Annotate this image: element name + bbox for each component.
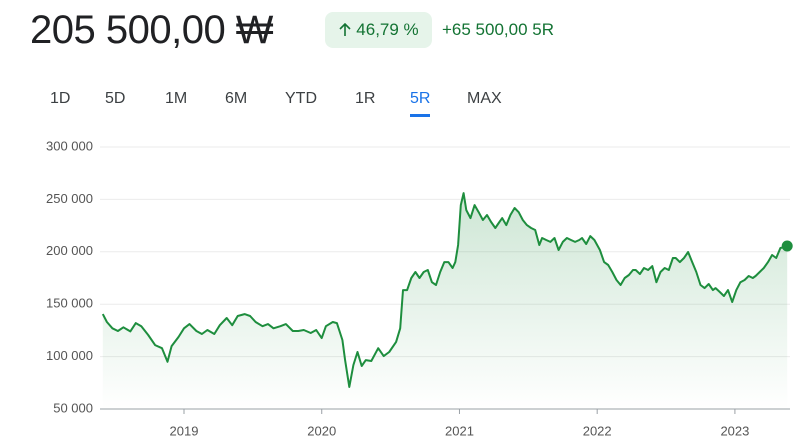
y-tick-label: 200 000 [46,243,93,258]
range-tab[interactable]: 6M [225,90,248,107]
area [102,193,788,409]
change-badge: 46,79 % [325,12,432,48]
x-tick-label: 2022 [583,423,612,438]
range-tab[interactable]: 1M [165,90,188,107]
change-percent: 46,79 % [356,20,419,39]
change-abs: +65 500,00 5R [442,20,555,39]
range-tab[interactable]: MAX [467,90,502,107]
x-tick-label: 2020 [307,423,336,438]
range-tab[interactable]: 1R [355,90,376,107]
y-tick-label: 150 000 [46,296,93,311]
x-tick-label: 2023 [720,423,749,438]
y-tick-label: 100 000 [46,348,93,363]
range-tab[interactable]: 5D [105,90,126,107]
y-tick-label: 50 000 [53,400,93,415]
y-tick-label: 250 000 [46,191,93,206]
range-tab[interactable]: YTD [285,90,317,107]
x-tick-label: 2021 [445,423,474,438]
y-tick-label: 300 000 [46,138,93,153]
x-tick-label: 2019 [170,423,199,438]
price-line [101,192,788,388]
up-arrow-icon [339,23,351,36]
end-dot [781,240,793,252]
range-tab[interactable]: 1D [50,90,71,107]
range-tab[interactable]: 5R [410,90,431,117]
price: 205 500,00 ₩ [30,8,274,52]
